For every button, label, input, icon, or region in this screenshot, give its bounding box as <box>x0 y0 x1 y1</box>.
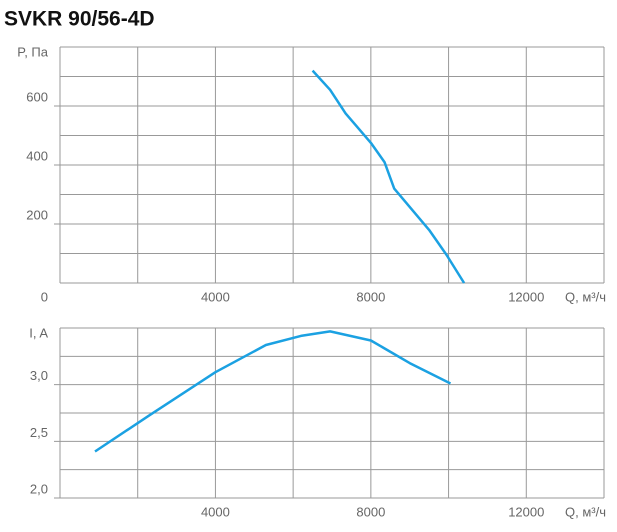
y-tick-label: 2,0 <box>30 481 48 496</box>
y-tick-label: 2,5 <box>30 425 48 440</box>
x-tick-label: 4000 <box>201 289 230 304</box>
x-axis-label: Q, м³/ч <box>565 504 606 519</box>
y-tick-label: 600 <box>26 89 48 104</box>
x-tick-label: 0 <box>41 289 48 304</box>
x-tick-label: 8000 <box>356 289 385 304</box>
y-axis-label: P, Па <box>17 44 49 59</box>
x-tick-label: 12000 <box>508 504 544 519</box>
chart-title: SVKR 90/56-4D <box>4 8 155 31</box>
x-tick-label: 4000 <box>201 504 230 519</box>
y-axis-label: I, A <box>29 325 48 340</box>
x-axis-label: Q, м³/ч <box>565 289 606 304</box>
line-series <box>94 330 452 453</box>
x-tick-label: 12000 <box>508 289 544 304</box>
y-tick-label: 200 <box>26 207 48 222</box>
y-tick-label: 400 <box>26 148 48 163</box>
y-tick-label: 3,0 <box>30 368 48 383</box>
line-series <box>311 69 466 284</box>
x-tick-label: 8000 <box>356 504 385 519</box>
